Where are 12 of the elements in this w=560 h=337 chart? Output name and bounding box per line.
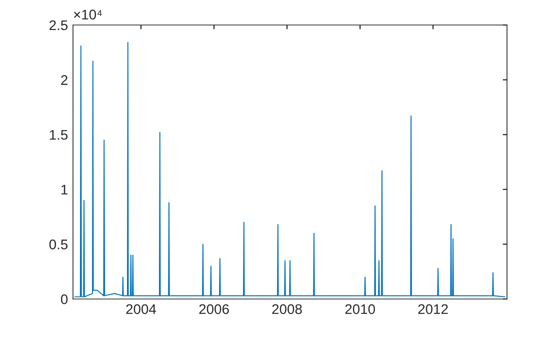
y-tick-label: 0.5 (49, 240, 68, 250)
text: ×10⁴ (74, 10, 102, 20)
y-tick-label: 1.5 (50, 130, 68, 140)
x-tick-label: 2012 (418, 304, 448, 314)
y-tick-label: 2.5 (50, 20, 68, 30)
y-tick-label: 0 (60, 294, 68, 304)
x-tick-label: 2010 (345, 304, 375, 314)
x-tick-label: 2004 (126, 304, 156, 314)
y-tick-label: 1 (61, 184, 68, 194)
x-tick-label: 2006 (199, 304, 229, 314)
y-tick-label: 2 (61, 75, 68, 85)
x-tick-label: 2008 (272, 304, 302, 314)
